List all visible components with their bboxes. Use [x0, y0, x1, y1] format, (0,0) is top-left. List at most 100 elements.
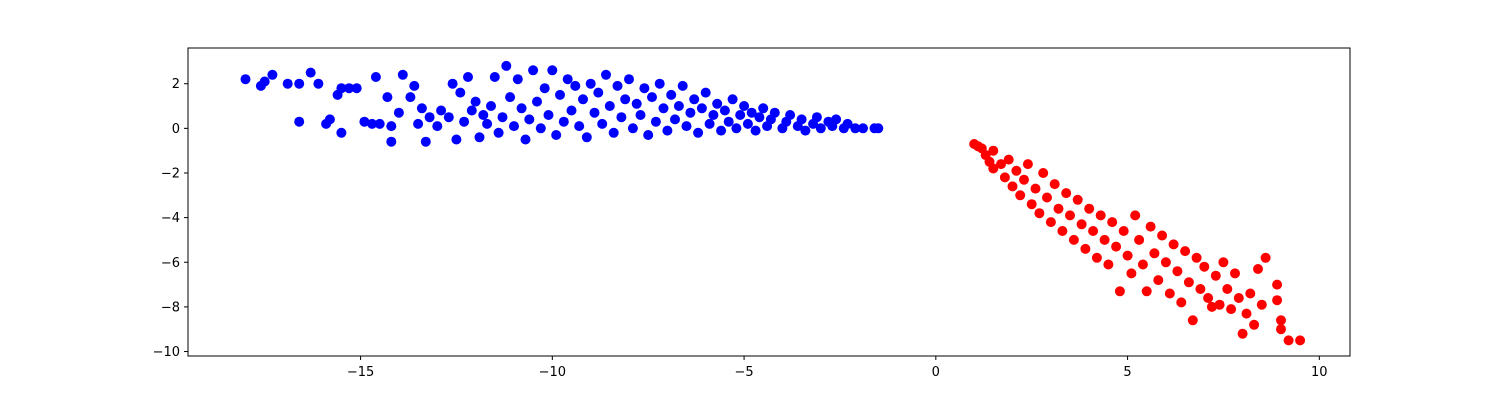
scatter-point-s0-29 [420, 136, 431, 147]
scatter-point-s0-83 [635, 110, 646, 120]
scatter-point-s0-65 [566, 105, 577, 116]
scatter-point-s0-133 [850, 123, 861, 134]
scatter-point-s0-82 [631, 98, 642, 109]
scatter-point-s0-130 [831, 114, 842, 125]
scatter-point-s0-81 [627, 123, 638, 134]
scatter-point-s1-66 [1222, 284, 1233, 294]
scatter-point-s1-70 [1237, 328, 1248, 339]
scatter-point-s0-31 [432, 121, 443, 132]
scatter-point-s0-70 [585, 78, 596, 89]
scatter-point-s0-52 [516, 103, 527, 114]
scatter-point-s1-67 [1226, 304, 1237, 315]
scatter-point-s0-106 [723, 116, 734, 127]
scatter-point-s1-53 [1172, 266, 1183, 277]
y-tick-label: −8 [161, 300, 180, 315]
scatter-point-s0-113 [750, 125, 761, 136]
scatter-point-s1-21 [1049, 179, 1060, 190]
scatter-point-s0-100 [700, 87, 711, 98]
scatter-point-s0-66 [570, 80, 581, 91]
scatter-point-s0-37 [459, 116, 470, 127]
scatter-point-s1-20 [1045, 217, 1056, 228]
scatter-point-s0-136 [873, 123, 884, 134]
scatter-point-s0-68 [578, 94, 588, 105]
scatter-point-s1-14 [1022, 159, 1033, 170]
scatter-point-s0-95 [681, 121, 692, 132]
scatter-point-s1-78 [1272, 295, 1283, 306]
scatter-point-s1-24 [1061, 188, 1072, 199]
x-axis: −15 −10 −5 0 5 10 [347, 356, 1328, 380]
scatter-point-s1-57 [1187, 315, 1198, 326]
x-tick-label: 5 [1123, 365, 1131, 380]
scatter-point-s0-97 [689, 94, 700, 105]
scatter-point-s1-26 [1068, 234, 1079, 245]
scatter-point-s0-86 [647, 92, 657, 103]
scatter-point-s1-5 [988, 145, 999, 156]
scatter-point-s0-88 [654, 78, 665, 89]
scatter-point-s1-54 [1176, 297, 1187, 308]
scatter-point-s0-19 [374, 118, 385, 129]
scatter-point-s0-118 [769, 107, 780, 118]
scatter-point-s0-39 [466, 105, 477, 116]
scatter-point-s0-75 [604, 101, 615, 111]
scatter-point-s0-87 [650, 116, 661, 127]
scatter-point-s0-5 [294, 78, 305, 89]
scatter-point-s0-61 [551, 130, 562, 140]
points-layer [240, 60, 1306, 346]
scatter-point-s1-35 [1103, 259, 1114, 270]
scatter-point-s1-59 [1195, 284, 1206, 294]
y-tick-label: −4 [161, 211, 180, 226]
scatter-point-s1-58 [1191, 252, 1202, 263]
scatter-point-s0-34 [447, 78, 458, 89]
scatter-point-s1-11 [1011, 165, 1022, 176]
scatter-point-s1-32 [1091, 252, 1102, 263]
scatter-point-s1-28 [1076, 219, 1087, 230]
scatter-point-s0-126 [811, 112, 822, 123]
scatter-point-s1-27 [1072, 194, 1083, 205]
scatter-point-s0-22 [386, 121, 397, 132]
scatter-point-s0-36 [455, 87, 466, 98]
scatter-point-s0-45 [489, 72, 500, 82]
scatter-point-s1-33 [1095, 210, 1106, 221]
scatter-point-s1-19 [1042, 192, 1052, 203]
scatter-point-s0-14 [344, 83, 355, 94]
scatter-point-s1-30 [1084, 203, 1095, 214]
scatter-point-s0-63 [558, 116, 569, 127]
scatter-point-s1-64 [1214, 299, 1225, 310]
scatter-point-s0-32 [436, 105, 447, 116]
scatter-point-s1-72 [1245, 288, 1256, 299]
x-tick-label: 0 [932, 365, 940, 380]
scatter-point-s1-44 [1137, 259, 1148, 270]
scatter-point-s0-91 [666, 89, 677, 100]
scatter-point-s0-30 [424, 112, 435, 123]
scatter-point-s0-114 [754, 112, 765, 123]
scatter-point-s0-123 [796, 114, 807, 125]
plot-area [188, 48, 1350, 356]
scatter-point-s0-115 [758, 103, 769, 114]
scatter-point-s1-79 [1276, 315, 1286, 326]
scatter-point-s0-43 [482, 118, 493, 129]
scatter-point-s1-9 [1003, 154, 1014, 165]
scatter-point-s1-31 [1088, 226, 1099, 236]
scatter-point-s0-74 [601, 69, 611, 80]
scatter-point-s0-4 [282, 78, 293, 89]
scatter-point-s0-59 [543, 110, 554, 120]
scatter-point-s0-134 [858, 123, 868, 134]
scatter-point-s0-10 [324, 114, 335, 125]
scatter-point-s0-73 [597, 118, 608, 129]
scatter-point-s0-54 [524, 114, 535, 125]
x-tick-label: −10 [539, 365, 566, 380]
scatter-point-s0-80 [624, 74, 634, 85]
x-tick-label: −5 [734, 365, 753, 380]
scatter-point-s1-62 [1206, 301, 1217, 312]
scatter-point-s0-102 [708, 110, 719, 120]
scatter-point-s1-8 [999, 172, 1010, 183]
scatter-point-s1-55 [1180, 246, 1191, 257]
scatter-point-s1-56 [1183, 277, 1194, 288]
scatter-point-s0-76 [608, 127, 619, 138]
y-tick-label: 0 [172, 122, 180, 137]
scatter-point-s0-47 [497, 112, 508, 123]
scatter-point-s0-60 [547, 65, 558, 76]
scatter-point-s0-0 [240, 74, 251, 85]
scatter-point-s1-68 [1230, 268, 1240, 279]
scatter-point-s0-89 [658, 103, 669, 114]
